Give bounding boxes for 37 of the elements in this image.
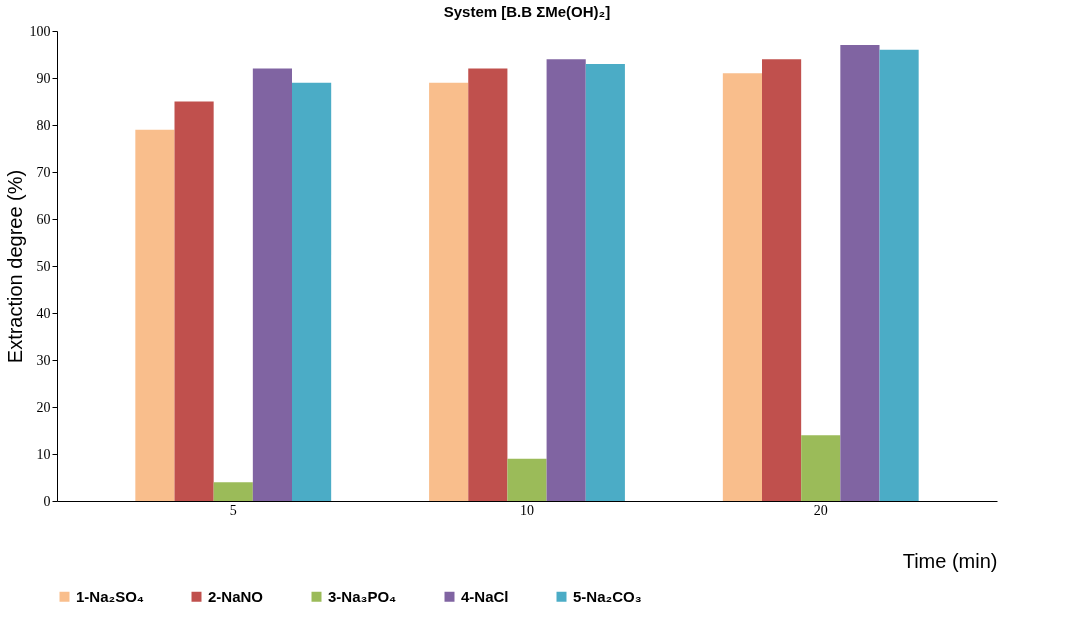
bar: [546, 59, 586, 501]
bar: [468, 68, 508, 501]
chart-title: System [B.B ΣMe(OH)₂]: [443, 3, 611, 20]
x-axis-title: Time (min): [902, 549, 998, 572]
bar: [507, 458, 547, 501]
bar: [840, 45, 880, 501]
y-axis-title: Extraction degree (%): [3, 169, 26, 364]
y-tick-label: 40: [36, 305, 51, 321]
bar: [292, 82, 332, 501]
x-tick-label: 5: [229, 502, 237, 518]
bar: [252, 68, 292, 501]
legend-label: 4-NaCl: [461, 587, 509, 605]
x-tick-label: 20: [813, 502, 828, 518]
bar: [879, 49, 919, 501]
x-tick-label: 10: [520, 502, 534, 518]
bar: [722, 73, 762, 501]
bar: [585, 63, 625, 501]
bar: [135, 129, 175, 501]
y-tick-label: 20: [36, 399, 51, 415]
bar: [174, 101, 214, 501]
y-tick-label: 60: [36, 211, 51, 227]
y-tick-label: 90: [36, 70, 51, 86]
bar: [429, 82, 469, 501]
y-tick-label: 10: [36, 446, 51, 462]
y-tick-label: 0: [43, 493, 51, 509]
bar: [801, 435, 841, 501]
y-tick-label: 80: [36, 117, 51, 133]
legend-label: 5-Na₂CO₃: [573, 587, 642, 605]
y-tick-label: 100: [29, 23, 51, 39]
y-tick-label: 70: [36, 164, 51, 180]
y-tick-label: 50: [36, 258, 51, 274]
bar: [762, 59, 802, 501]
bar: [213, 482, 253, 501]
legend-label: 2-NaNO: [208, 587, 264, 605]
y-tick-label: 30: [36, 352, 51, 368]
legend-label: 1-Na₂SO₄: [76, 587, 144, 605]
legend-label: 3-Na₃PO₄: [328, 587, 397, 605]
